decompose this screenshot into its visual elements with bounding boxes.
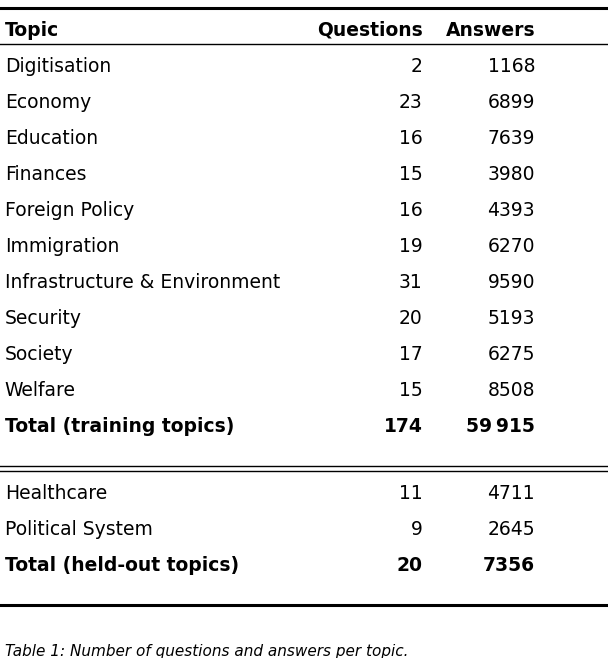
Text: 4711: 4711 — [488, 484, 535, 503]
Text: 19: 19 — [399, 237, 423, 256]
Text: Economy: Economy — [5, 93, 91, 112]
Text: Welfare: Welfare — [5, 381, 76, 400]
Text: 15: 15 — [399, 381, 423, 400]
Text: Healthcare: Healthcare — [5, 484, 107, 503]
Text: 9590: 9590 — [488, 273, 535, 291]
Text: Finances: Finances — [5, 164, 86, 184]
Text: 17: 17 — [399, 345, 423, 364]
Text: Answers: Answers — [446, 21, 535, 40]
Text: Political System: Political System — [5, 520, 153, 539]
Text: 1168: 1168 — [488, 57, 535, 76]
Text: 6899: 6899 — [488, 93, 535, 112]
Text: 59 915: 59 915 — [466, 417, 535, 436]
Text: Digitisation: Digitisation — [5, 57, 111, 76]
Text: 16: 16 — [399, 201, 423, 220]
Text: 5193: 5193 — [488, 309, 535, 328]
Text: Education: Education — [5, 129, 98, 148]
Text: 20: 20 — [399, 309, 423, 328]
Text: 3980: 3980 — [488, 164, 535, 184]
Text: 20: 20 — [396, 556, 423, 574]
Text: Society: Society — [5, 345, 74, 364]
Text: Total (training topics): Total (training topics) — [5, 417, 234, 436]
Text: 16: 16 — [399, 129, 423, 148]
Text: 6270: 6270 — [488, 237, 535, 256]
Text: 7356: 7356 — [483, 556, 535, 574]
Text: 15: 15 — [399, 164, 423, 184]
Text: 7639: 7639 — [488, 129, 535, 148]
Text: 11: 11 — [399, 484, 423, 503]
Text: 2: 2 — [410, 57, 423, 76]
Text: Total (held-out topics): Total (held-out topics) — [5, 556, 239, 574]
Text: 174: 174 — [384, 417, 423, 436]
Text: 9: 9 — [410, 520, 423, 539]
Text: 23: 23 — [399, 93, 423, 112]
Text: Immigration: Immigration — [5, 237, 119, 256]
Text: 31: 31 — [399, 273, 423, 291]
Text: Table 1: Number of questions and answers per topic.: Table 1: Number of questions and answers… — [5, 644, 409, 658]
Text: Infrastructure & Environment: Infrastructure & Environment — [5, 273, 280, 291]
Text: Topic: Topic — [5, 21, 59, 40]
Text: 8508: 8508 — [488, 381, 535, 400]
Text: 4393: 4393 — [488, 201, 535, 220]
Text: Foreign Policy: Foreign Policy — [5, 201, 134, 220]
Text: Questions: Questions — [317, 21, 423, 40]
Text: 6275: 6275 — [488, 345, 535, 364]
Text: Security: Security — [5, 309, 82, 328]
Text: 2645: 2645 — [488, 520, 535, 539]
